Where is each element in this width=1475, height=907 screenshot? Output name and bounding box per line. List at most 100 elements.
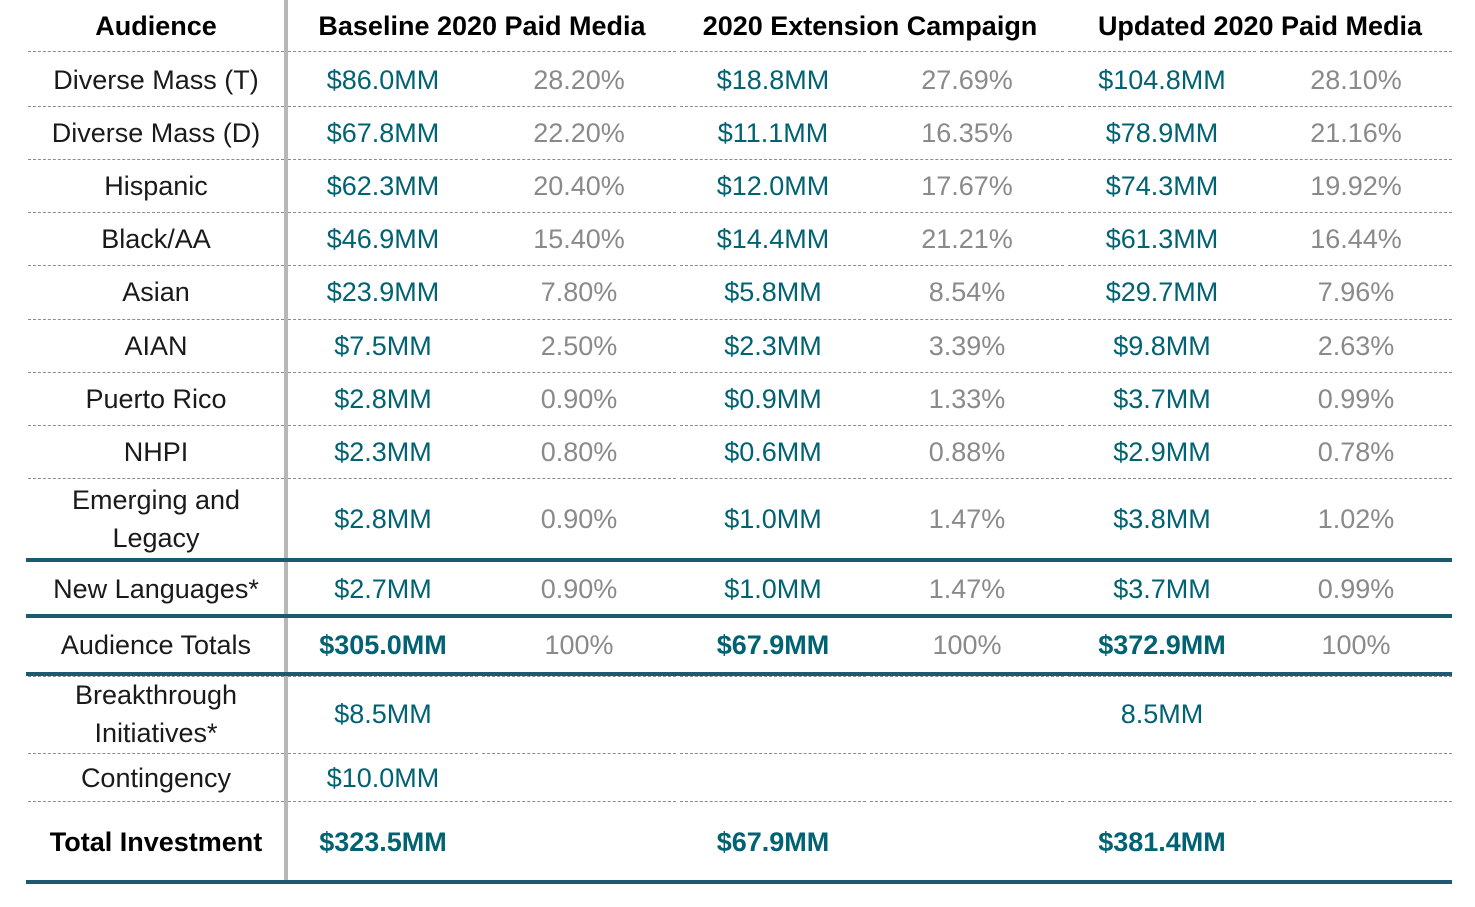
row-divider [482, 106, 676, 107]
row-divider [482, 319, 676, 320]
row-divider [1260, 51, 1452, 52]
section-rule [26, 558, 1452, 562]
extension-percent-cell [870, 675, 1064, 753]
audience-cell: New Languages* [53, 573, 259, 604]
row-divider [288, 372, 478, 373]
row-divider [482, 425, 676, 426]
updated-amount-cell: $381.4MM [1098, 827, 1226, 857]
row-divider [28, 159, 284, 160]
extension-amount-cell [680, 675, 866, 753]
row-divider [288, 265, 478, 266]
row-divider [482, 753, 676, 754]
updated-percent-cell: 7.96% [1317, 277, 1395, 307]
audience-cell: Diverse Mass (T) [53, 65, 259, 95]
row-divider [28, 478, 284, 479]
row-divider [1260, 106, 1452, 107]
row-divider [28, 212, 284, 213]
audience-cell: NHPI [123, 437, 189, 467]
row-divider [870, 51, 1064, 52]
extension-percent-cell: 21.21% [921, 224, 1013, 254]
table-row: Asian $23.9MM 7.80% $5.8MM 8.54% $29.7MM 7.96% [0, 266, 1475, 318]
extension-amount-cell: $11.1MM [717, 118, 829, 148]
audience-cell: Total Investment [49, 827, 263, 857]
row-divider [1068, 801, 1256, 802]
extension-percent-cell: 17.67% [921, 171, 1013, 201]
baseline-amount-cell: $8.5MM [334, 699, 432, 729]
baseline-percent-cell: 100% [544, 630, 614, 660]
table-row: Total Investment $323.5MM $67.9MM $381.4MM [0, 802, 1475, 882]
row-divider [28, 265, 284, 266]
row-divider [28, 319, 284, 320]
row-divider [1260, 319, 1452, 320]
row-divider [870, 106, 1064, 107]
updated-amount-cell: $61.3MM [1105, 224, 1219, 254]
audience-cell: AIAN [124, 331, 188, 361]
table-row: Audience Totals $305.0MM 100% $67.9MM 100% $3… [0, 617, 1475, 673]
extension-percent-cell [870, 754, 1064, 801]
row-divider [1068, 676, 1256, 677]
updated-amount-cell [1068, 754, 1256, 801]
row-divider [1068, 478, 1256, 479]
row-divider [482, 676, 676, 677]
extension-amount-cell: $2.3MM [724, 331, 822, 361]
row-divider [482, 478, 676, 479]
table-row: Puerto Rico $2.8MM 0.90% $0.9MM 1.33% $3.7MM 0… [0, 373, 1475, 425]
row-divider [288, 159, 478, 160]
baseline-percent-cell: 0.90% [540, 384, 618, 414]
row-divider [870, 478, 1064, 479]
table-row: Hispanic $62.3MM 20.40% $12.0MM 17.67% $74.3M… [0, 160, 1475, 212]
row-divider [1260, 265, 1452, 266]
baseline-amount-cell: $46.9MM [326, 224, 440, 254]
extension-amount-cell: $12.0MM [716, 171, 830, 201]
updated-percent-cell [1260, 675, 1452, 753]
updated-percent-cell: 16.44% [1310, 224, 1402, 254]
audience-cell: Hispanic [104, 171, 208, 201]
extension-percent-cell: 1.47% [928, 503, 1006, 534]
row-divider [1068, 265, 1256, 266]
baseline-percent-cell: 15.40% [533, 224, 625, 254]
header-updated: Updated 2020 Paid Media [1097, 11, 1423, 41]
extension-amount-cell: $5.8MM [724, 277, 822, 307]
row-divider [680, 212, 866, 213]
baseline-percent-cell: 7.80% [540, 277, 618, 307]
header-row: Audience Baseline 2020 Paid Media 2020 E… [0, 0, 1475, 52]
extension-amount-cell: $14.4MM [716, 224, 830, 254]
baseline-percent-cell: 0.90% [540, 503, 618, 534]
row-divider [680, 425, 866, 426]
extension-percent-cell: 16.35% [921, 118, 1013, 148]
row-divider [680, 478, 866, 479]
row-divider [482, 212, 676, 213]
section-rule [26, 614, 1452, 618]
baseline-amount-cell: $62.3MM [326, 171, 440, 201]
row-divider [870, 425, 1064, 426]
row-divider [1260, 212, 1452, 213]
row-divider [28, 753, 284, 754]
extension-percent-cell: 1.33% [928, 384, 1006, 414]
row-divider [680, 372, 866, 373]
updated-amount-cell: 8.5MM [1120, 699, 1204, 729]
baseline-percent-cell [482, 675, 676, 753]
row-divider [28, 676, 284, 677]
row-divider [1068, 51, 1256, 52]
table-row: NHPI $2.3MM 0.80% $0.6MM 0.88% $2.9MM 0.78% [0, 426, 1475, 478]
row-divider [680, 753, 866, 754]
row-divider [1260, 159, 1452, 160]
baseline-percent-cell: 0.80% [540, 437, 618, 467]
row-divider [1068, 159, 1256, 160]
baseline-amount-cell: $67.8MM [326, 118, 440, 148]
table-row: Contingency $10.0MM [0, 754, 1475, 801]
row-divider [288, 676, 478, 677]
row-divider [28, 372, 284, 373]
updated-percent-cell: 0.99% [1317, 573, 1395, 604]
row-divider [288, 801, 478, 802]
row-divider [1260, 478, 1452, 479]
row-divider [870, 753, 1064, 754]
row-divider [28, 106, 284, 107]
audience-cell: Black/AA [101, 224, 211, 254]
updated-amount-cell: $3.8MM [1113, 503, 1211, 534]
audience-cell: Contingency [80, 762, 232, 793]
row-divider [870, 159, 1064, 160]
row-divider [1068, 372, 1256, 373]
updated-percent-cell [1260, 754, 1452, 801]
header-audience: Audience [95, 11, 217, 41]
